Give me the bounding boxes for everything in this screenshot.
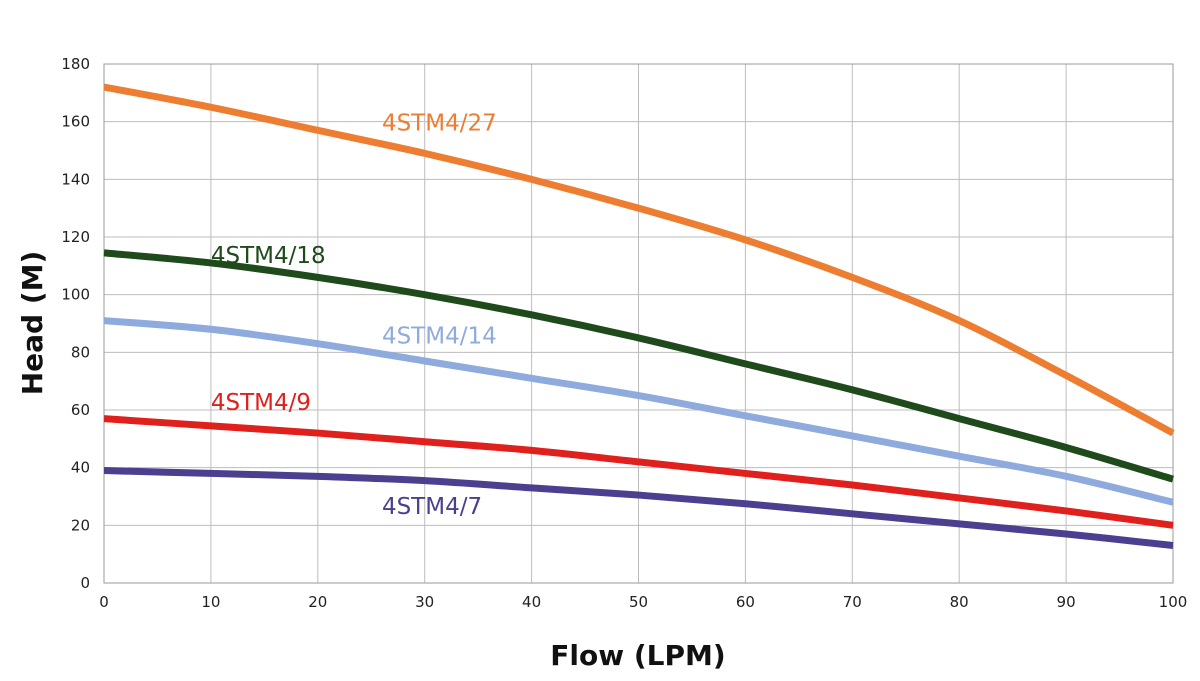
x-axis-title: Flow (LPM) [550,639,725,672]
x-tick-label: 20 [308,593,327,611]
y-tick-label: 20 [71,516,90,534]
x-tick-label: 10 [201,593,220,611]
y-tick-label: 60 [71,401,90,419]
x-tick-label: 70 [843,593,862,611]
y-tick-label: 0 [80,574,90,592]
x-tick-label: 30 [415,593,434,611]
y-axis-title: Head (M) [16,251,49,396]
y-tick-label: 40 [71,459,90,477]
x-axis-ticks: 0 10 20 30 40 50 60 70 80 90 100 [99,593,1187,611]
series-line-4stm4-7 [103,467,1174,549]
y-axis-ticks: 0 20 40 60 80 100 120 140 160 180 [61,55,90,592]
x-tick-label: 40 [522,593,541,611]
y-tick-label: 160 [61,113,90,131]
y-tick-label: 140 [61,170,90,188]
y-tick-label: 120 [61,228,90,246]
series-line-4stm4-14 [103,317,1174,506]
series-label: 4STM4/18 [211,243,326,269]
series-label: 4STM4/14 [382,324,497,350]
series-label: 4STM4/27 [382,110,497,136]
series-line-4stm4-9 [103,415,1174,529]
x-tick-label: 90 [1057,593,1076,611]
series-line-4stm4-18 [103,249,1174,483]
y-tick-label: 80 [71,343,90,361]
x-tick-label: 0 [99,593,109,611]
series-label: 4STM4/9 [211,390,311,416]
x-tick-label: 50 [629,593,648,611]
x-tick-label: 100 [1159,593,1188,611]
y-tick-label: 180 [61,55,90,73]
x-tick-label: 80 [950,593,969,611]
series-line-4stm4-27 [103,83,1175,437]
y-tick-label: 100 [61,286,90,304]
series-label: 4STM4/7 [382,494,482,520]
x-tick-label: 60 [736,593,755,611]
series-labels: 4STM4/27 4STM4/18 4STM4/14 4STM4/9 4STM4/7 [211,110,497,519]
series-lines [103,83,1175,549]
